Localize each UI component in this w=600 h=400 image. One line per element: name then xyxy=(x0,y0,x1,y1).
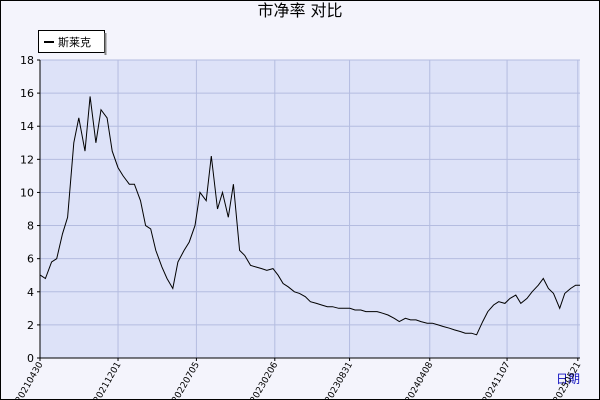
y-tick-label: 4 xyxy=(27,286,34,299)
y-tick-label: 16 xyxy=(20,87,34,100)
data-line xyxy=(40,96,580,336)
y-tick-label: 10 xyxy=(20,186,34,199)
y-tick-label: 2 xyxy=(27,319,34,332)
legend-shadow xyxy=(104,33,107,55)
y-tick-label: 12 xyxy=(20,153,34,166)
y-tick-label: 18 xyxy=(20,54,34,67)
chart-title: 市净率 对比 xyxy=(257,1,342,20)
y-tick-label: 8 xyxy=(27,220,34,233)
y-tick-label: 6 xyxy=(27,253,34,266)
plot-area xyxy=(40,60,580,358)
legend-label: 斯莱克 xyxy=(58,36,91,49)
x-axis-label: 日期 xyxy=(556,372,580,386)
y-tick-label: 0 xyxy=(27,352,34,365)
y-tick-label: 14 xyxy=(20,120,34,133)
legend: 斯莱克 xyxy=(38,30,107,55)
